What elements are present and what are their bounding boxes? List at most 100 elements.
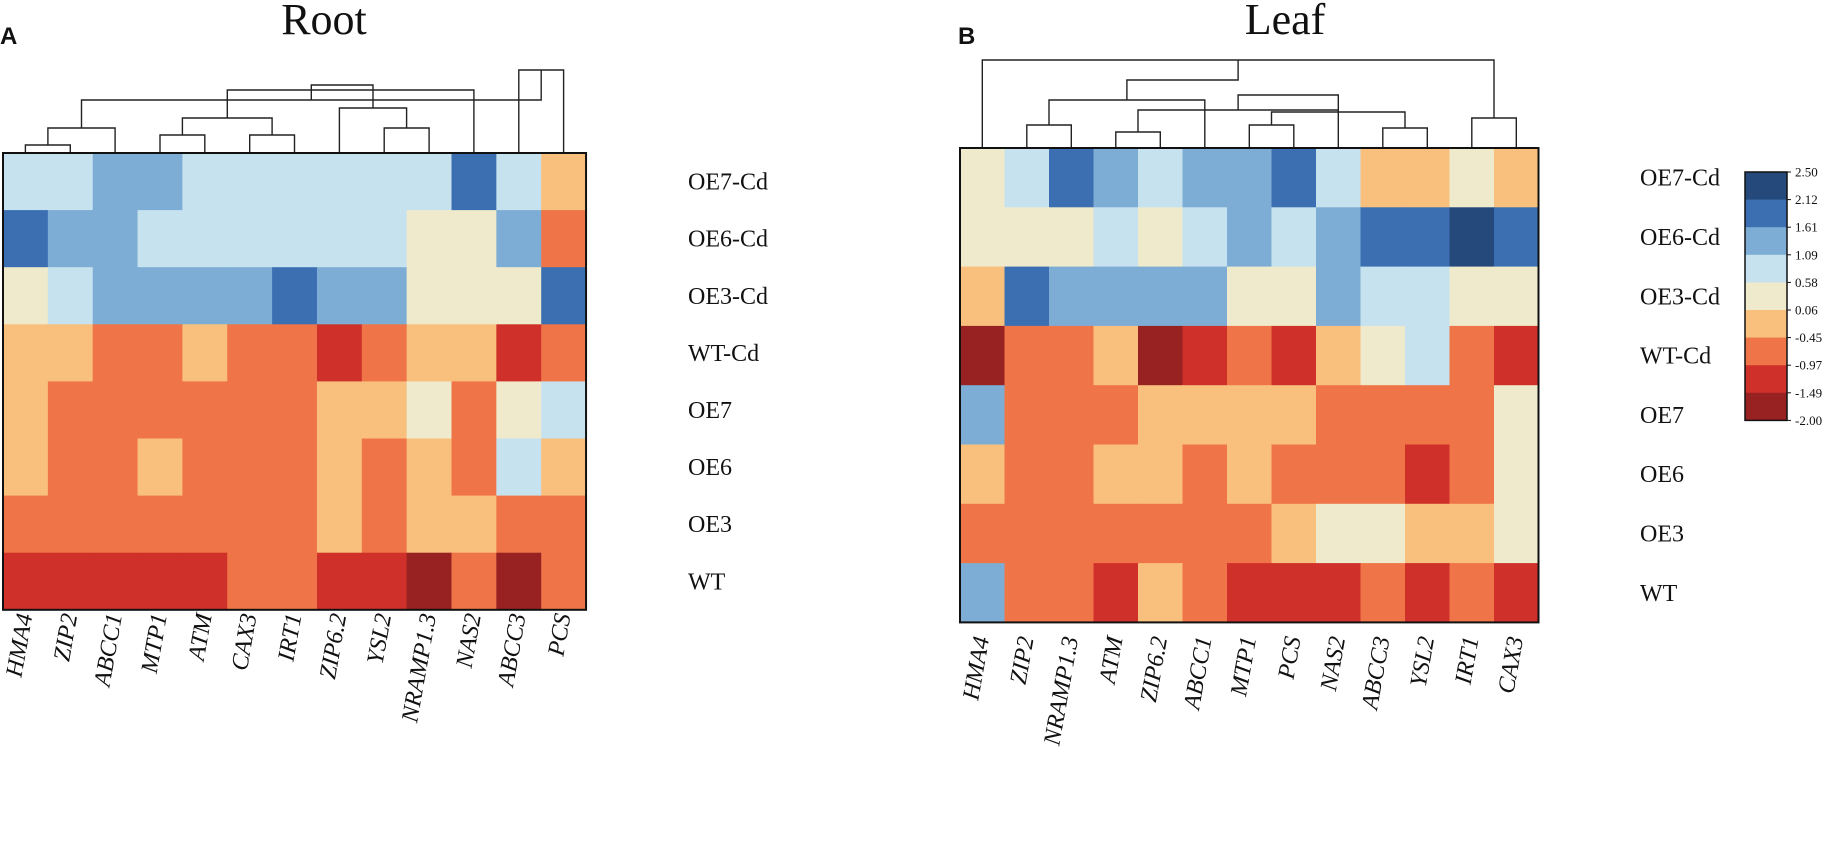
heatmap-cell xyxy=(1449,266,1495,327)
heatmap-cell xyxy=(406,438,453,497)
heatmap-cell xyxy=(406,324,453,382)
row-label: OE3 xyxy=(1640,521,1684,547)
heatmap-cell xyxy=(1093,148,1139,208)
heatmap-cell xyxy=(1449,444,1495,505)
heatmap-cell xyxy=(960,503,1006,564)
heatmap-cell xyxy=(92,267,139,325)
legend-tick-label: -2.00 xyxy=(1795,413,1822,428)
heatmap-cell xyxy=(496,381,542,440)
heatmap-cell xyxy=(361,153,408,211)
row-label: OE3-Cd xyxy=(1640,284,1720,310)
heatmap-cell xyxy=(1316,385,1362,446)
heatmap-cell xyxy=(541,324,587,382)
column-label: YSL2 xyxy=(363,612,397,666)
heatmap-cell xyxy=(541,267,587,325)
heatmap-cell xyxy=(1138,385,1184,446)
heatmap-cell xyxy=(1360,207,1406,268)
color-legend: 2.50 2.12 1.61 1.09 0.58 0.06 -0.45 -0.97 -1.49 -… xyxy=(1744,165,1823,428)
heatmap-cell xyxy=(182,495,228,554)
heatmap-cell xyxy=(92,381,139,440)
heatmap-cell xyxy=(1405,385,1451,446)
heatmap-cell xyxy=(3,552,49,611)
heatmap-cell xyxy=(1449,148,1495,208)
heatmap-cell xyxy=(227,381,273,440)
heatmap-cell xyxy=(1138,266,1184,327)
column-label: MTP1 xyxy=(137,612,173,677)
column-label: IRT1 xyxy=(1451,635,1485,688)
row-label: OE7-Cd xyxy=(688,170,768,196)
heatmap-cell xyxy=(272,153,318,211)
column-label: NRAMP1.3 xyxy=(1039,635,1084,749)
heatmap-cell xyxy=(137,552,183,611)
heatmap-cell xyxy=(1227,266,1273,327)
panel-leaf: B Leaf OE7-Cd OE6-Cd OE3-Cd WT-Cd OE7 OE6 OE3 W… xyxy=(958,0,1720,748)
row-label: OE7 xyxy=(1640,403,1684,429)
heatmap-cell xyxy=(1271,207,1317,268)
heatmap-cell xyxy=(496,495,542,554)
dendrogram-link xyxy=(1237,94,1339,112)
legend-swatch xyxy=(1745,310,1787,339)
heatmap-cell xyxy=(137,210,183,268)
dendrogram-link xyxy=(181,117,273,135)
column-label: ZIP2 xyxy=(1006,635,1040,687)
heatmap-cell xyxy=(1049,148,1095,208)
heatmap-cell xyxy=(316,495,363,554)
row-label: OE6-Cd xyxy=(688,227,768,253)
heatmap-cell xyxy=(1316,563,1362,623)
heatmap-cell xyxy=(1182,563,1228,623)
heatmap-cell xyxy=(1004,266,1050,327)
heatmap-cell xyxy=(406,153,453,211)
column-label: YSL2 xyxy=(1406,635,1440,689)
column-label: PCS xyxy=(543,612,576,660)
heatmap-cell xyxy=(361,438,408,497)
heatmap-cell xyxy=(1405,503,1451,564)
column-label: PCS xyxy=(1273,635,1306,683)
legend-tick-label: 0.58 xyxy=(1795,275,1818,290)
heatmap-cell xyxy=(1138,503,1184,564)
heatmap-cell xyxy=(1316,503,1362,564)
heatmap-cell xyxy=(1049,266,1095,327)
heatmap-cell xyxy=(496,267,542,325)
column-label: ZIP6.2 xyxy=(1136,635,1173,705)
legend-tick-label: -0.97 xyxy=(1795,358,1823,373)
column-label: CAX3 xyxy=(227,612,263,673)
legend-swatches xyxy=(1745,172,1787,421)
heatmap-cell xyxy=(1360,444,1406,505)
column-labels-leaf: HMA4 ZIP2 NRAMP1.3 ATM ZIP6.2 ABCC1 MTP1 PCS NAS… xyxy=(958,633,1529,749)
heatmap-cell xyxy=(272,210,318,268)
heatmap-cell xyxy=(361,381,408,440)
heatmap-cell xyxy=(1093,503,1139,564)
heatmap-cell xyxy=(541,210,587,268)
heatmap-cell xyxy=(496,153,542,211)
heatmap-cell xyxy=(316,438,363,497)
legend-tick-label: 1.09 xyxy=(1795,247,1818,262)
heatmap-cell xyxy=(272,552,318,611)
heatmap-cell xyxy=(137,381,183,440)
column-label: ABCC1 xyxy=(89,612,128,691)
row-label: OE6 xyxy=(688,455,732,481)
heatmap-cell xyxy=(1494,563,1540,623)
heatmap-cell xyxy=(541,153,587,211)
legend-swatch xyxy=(1745,254,1787,283)
heatmap-cell xyxy=(1227,444,1273,505)
row-labels-leaf: OE7-Cd OE6-Cd OE3-Cd WT-Cd OE7 OE6 OE3 WT xyxy=(1640,166,1720,607)
dendrogram-link xyxy=(1115,131,1161,148)
heatmap-cell xyxy=(406,495,453,554)
heatmap-cell xyxy=(361,210,408,268)
row-label: OE3 xyxy=(688,512,732,538)
heatmap-cell xyxy=(1405,325,1451,386)
heatmap-cell xyxy=(1004,385,1050,446)
dendrogram-link xyxy=(24,144,71,153)
heatmap-cell xyxy=(1093,563,1139,623)
heatmap-cell xyxy=(1494,444,1540,505)
heatmap-cell xyxy=(960,325,1006,386)
heatmap-cell xyxy=(1049,207,1095,268)
heatmap-cell xyxy=(92,552,139,611)
dendrogram-link xyxy=(1382,127,1428,148)
heatmap-cell xyxy=(1494,266,1540,327)
heatmap-cell xyxy=(316,381,363,440)
heatmap-cell xyxy=(1004,325,1050,386)
panel-title-leaf: Leaf xyxy=(1245,0,1326,44)
heatmap-cell xyxy=(361,324,408,382)
